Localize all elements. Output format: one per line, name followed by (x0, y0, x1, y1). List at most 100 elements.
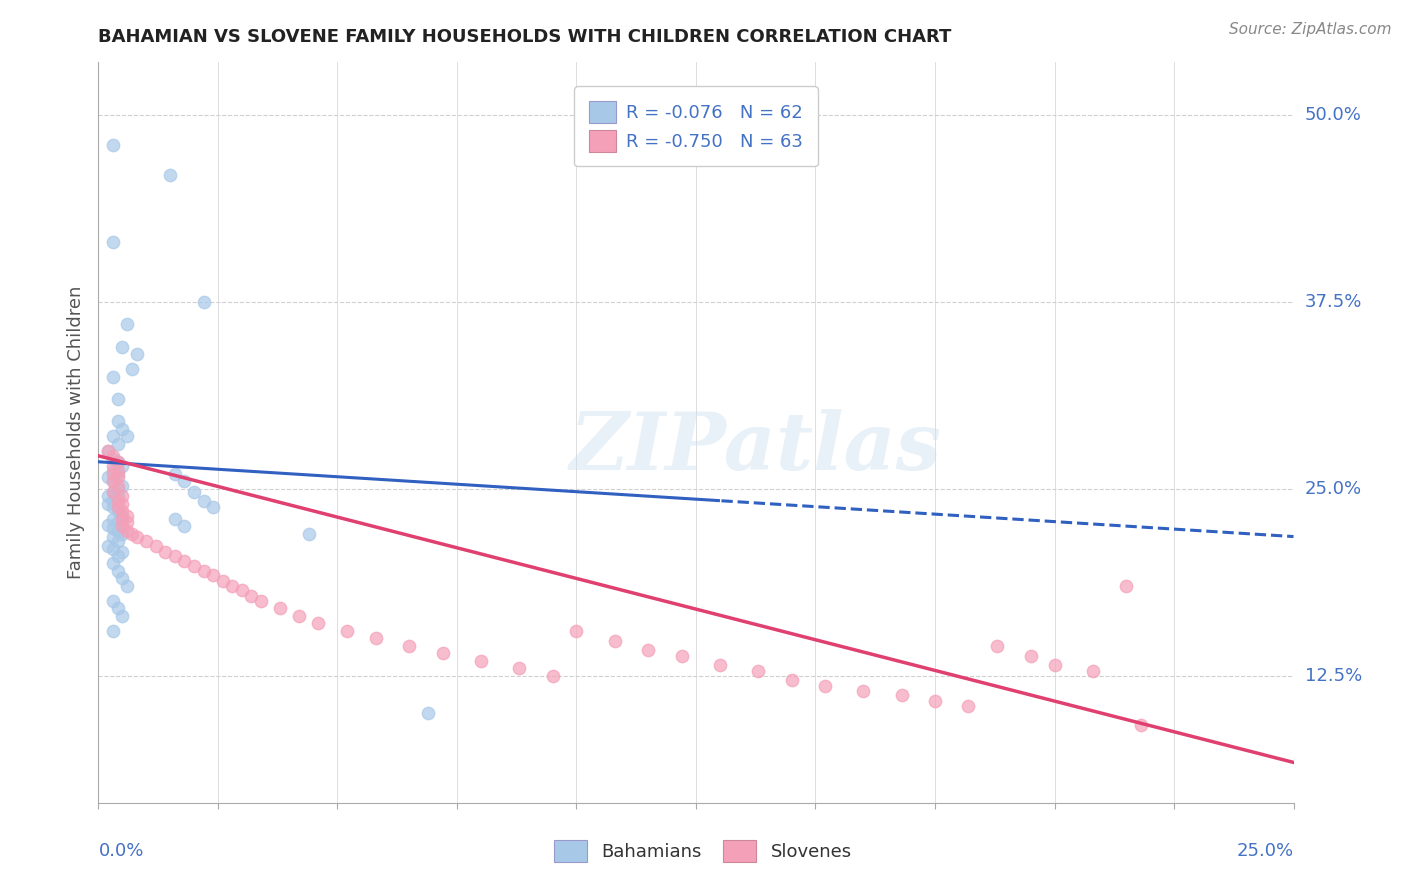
Point (97, 517, 120, 532)
Point (101, 451, 124, 466)
Point (107, 414, 129, 428)
Point (1129, 718, 1152, 732)
Point (101, 594, 124, 608)
Point (101, 484, 124, 499)
Point (924, 694, 946, 708)
Legend: R = -0.076   N = 62, R = -0.750   N = 63: R = -0.076 N = 62, R = -0.750 N = 63 (574, 87, 818, 167)
Point (1081, 664, 1104, 678)
Point (111, 544, 134, 558)
Point (121, 526, 143, 541)
Point (111, 497, 134, 511)
Point (107, 455, 129, 469)
Point (107, 564, 129, 578)
Point (101, 137, 124, 152)
Point (107, 482, 129, 496)
Point (288, 608, 311, 623)
Point (541, 668, 564, 682)
Point (364, 632, 387, 646)
Point (107, 601, 129, 615)
Point (193, 294, 215, 309)
Point (101, 429, 124, 443)
Text: 25.0%: 25.0% (1305, 480, 1362, 498)
Point (97, 489, 120, 503)
Point (163, 467, 186, 481)
Point (269, 601, 291, 615)
Point (890, 688, 912, 702)
Point (298, 526, 321, 541)
Point (202, 500, 225, 514)
Point (202, 568, 225, 582)
Point (101, 520, 124, 534)
Point (97, 497, 120, 511)
Point (957, 698, 980, 713)
Point (97, 469, 120, 483)
Point (111, 508, 134, 523)
Point (231, 583, 253, 598)
Point (747, 664, 769, 678)
Point (101, 500, 124, 514)
Point (173, 474, 195, 488)
Point (470, 654, 492, 668)
Point (107, 455, 129, 469)
Point (173, 553, 195, 567)
Point (111, 479, 134, 493)
Point (101, 541, 124, 556)
Point (107, 534, 129, 549)
Point (111, 519, 134, 533)
Point (111, 340, 134, 354)
Point (986, 639, 1008, 653)
Point (163, 511, 186, 525)
Point (101, 484, 124, 499)
Point (121, 362, 143, 376)
Point (101, 474, 124, 488)
Point (163, 549, 186, 563)
Y-axis label: Family Households with Children: Family Households with Children (66, 286, 84, 579)
Point (637, 643, 659, 657)
Point (101, 557, 124, 571)
Point (183, 559, 205, 574)
Point (107, 479, 129, 493)
Point (603, 634, 626, 648)
Point (107, 504, 129, 518)
Point (111, 526, 134, 541)
Point (250, 594, 273, 608)
Point (814, 679, 837, 693)
Point (115, 317, 138, 331)
Point (115, 429, 138, 443)
Point (709, 658, 731, 673)
Point (101, 511, 124, 525)
Point (111, 511, 134, 525)
Point (145, 539, 167, 553)
Point (1115, 579, 1137, 593)
Point (780, 673, 803, 688)
Point (101, 624, 124, 638)
Point (101, 530, 124, 544)
Text: 50.0%: 50.0% (1305, 106, 1361, 124)
Text: 0.0%: 0.0% (98, 842, 143, 860)
Point (432, 646, 454, 660)
Point (336, 624, 359, 638)
Point (111, 504, 134, 518)
Point (111, 571, 134, 585)
Point (111, 459, 134, 474)
Point (111, 422, 134, 436)
Point (135, 534, 157, 549)
Point (221, 579, 243, 593)
Point (211, 574, 233, 589)
Point (97, 444, 120, 458)
Point (115, 515, 138, 529)
Point (101, 493, 124, 508)
Point (173, 519, 195, 533)
Point (107, 493, 129, 508)
Point (107, 392, 129, 406)
Point (418, 706, 440, 720)
Point (111, 489, 134, 503)
Point (125, 530, 148, 544)
Point (183, 484, 205, 499)
Point (193, 493, 215, 508)
Point (508, 661, 530, 675)
Point (193, 564, 215, 578)
Point (101, 459, 124, 474)
Text: Source: ZipAtlas.com: Source: ZipAtlas.com (1229, 22, 1392, 37)
Point (107, 549, 129, 563)
